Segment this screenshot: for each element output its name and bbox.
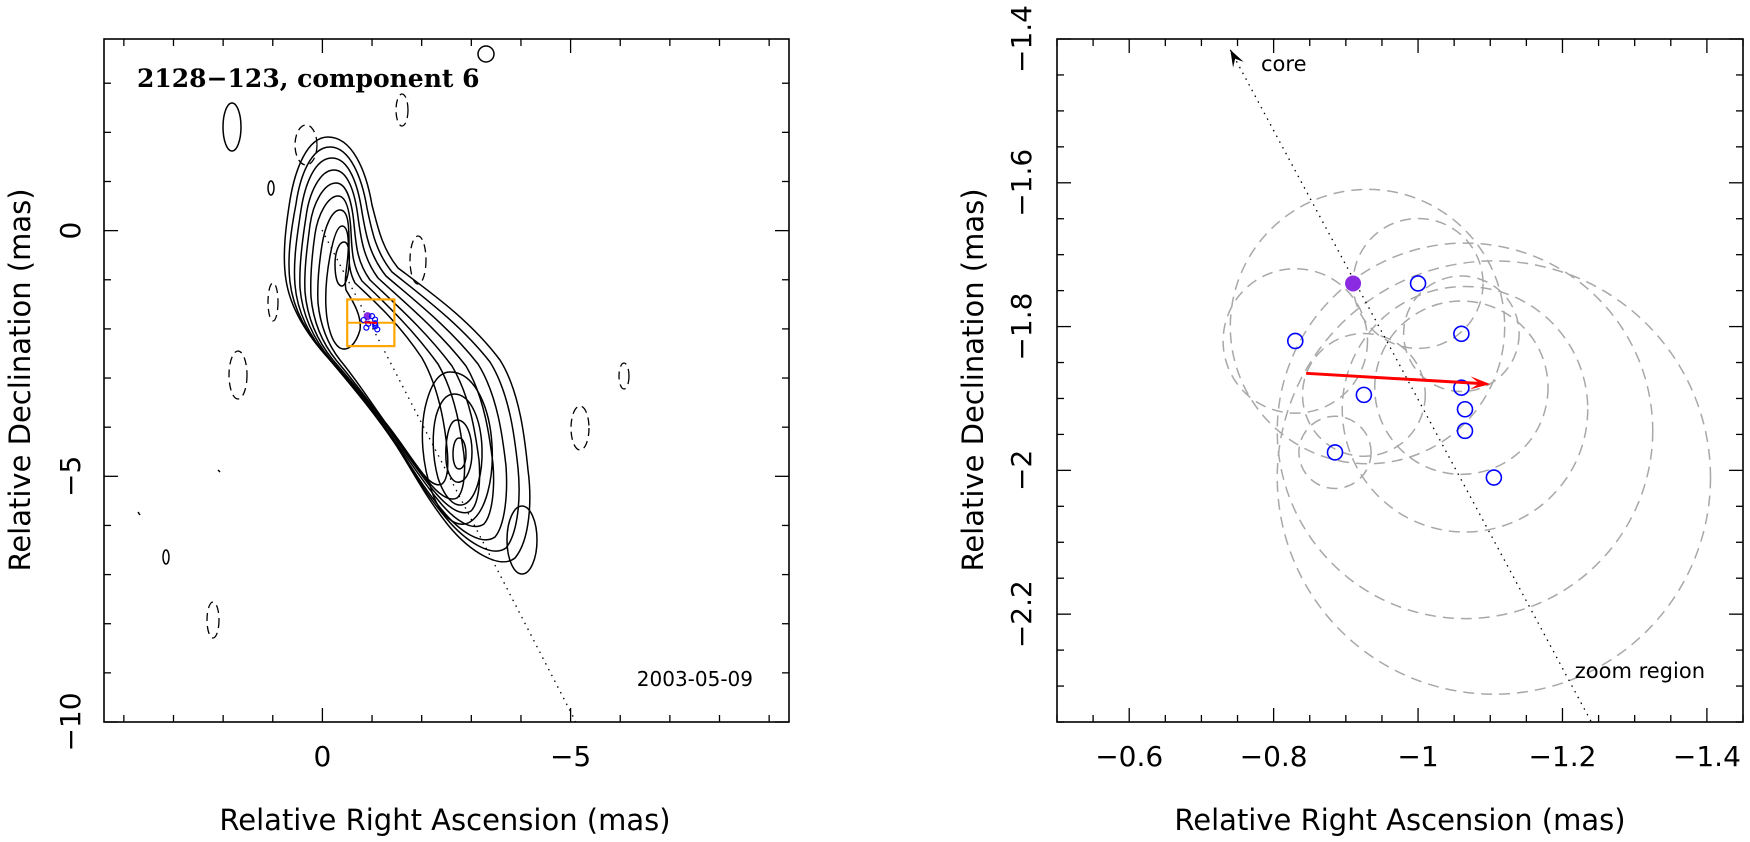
epoch-date-label: 2003-05-09 [637, 667, 753, 691]
contour-blob-1 [222, 102, 242, 152]
epoch-point [1456, 400, 1474, 418]
contour-blob-4 [477, 45, 495, 63]
component-reference-marker [363, 312, 372, 321]
epoch-point [1326, 444, 1344, 461]
contour-knot-inner [445, 419, 473, 483]
core-direction-arrowhead [1230, 49, 1244, 68]
zoom-region-label: zoom region [1575, 659, 1705, 683]
right-y-tick-label: −2.2 [1005, 580, 1038, 648]
epoch-point [1409, 275, 1427, 292]
left-x-tick-label: −5 [550, 740, 591, 773]
contour-map [137, 45, 630, 722]
component-epoch-marker [360, 316, 367, 324]
right-axis-ticks [1056, 38, 1744, 723]
left-panel-contour-map: 2128−123, component 6 2003-05-09 0 −5 0 −5… [3, 38, 790, 837]
epoch-point [1355, 386, 1373, 404]
right-x-tick-labels: −0.6 −0.8 −1 −1.2 −1.4 [1095, 740, 1741, 773]
left-x-tick-label: 0 [313, 740, 331, 773]
right-y-tick-labels: −1.4 −1.6 −1.8 −2 −2.2 [1005, 5, 1038, 648]
negative-contour-2 [395, 93, 409, 127]
negative-contour-6 [570, 405, 590, 451]
right-x-tick-label: −0.8 [1240, 740, 1308, 773]
position-circle [1301, 332, 1427, 458]
right-panel-zoom: core zoom region −0.6 −0.8 −1 −1.2 −1.4 −1.4… [956, 5, 1744, 837]
core-label: core [1261, 52, 1307, 76]
right-y-tick-label: −1.6 [1005, 149, 1038, 217]
right-plot-frame [1056, 38, 1744, 723]
contour-level-1 [283, 136, 531, 563]
position-circle [1373, 300, 1549, 476]
left-panel-title: 2128−123, component 6 [137, 64, 480, 93]
right-y-tick-label: −1.8 [1005, 293, 1038, 361]
epoch-point [1456, 422, 1474, 440]
left-plot-frame [103, 38, 790, 723]
zoom-plot-area [1222, 49, 1712, 722]
negative-contour-3 [409, 235, 427, 285]
contour-blob-2 [506, 505, 538, 575]
right-x-axis-label: Relative Right Ascension (mas) [1174, 803, 1625, 837]
contour-blob-7 [267, 180, 275, 196]
contour-level-2 [288, 146, 520, 552]
right-x-tick-label: −0.6 [1095, 740, 1163, 773]
position-circle [1276, 260, 1712, 695]
left-x-axis-label: Relative Right Ascension (mas) [219, 803, 670, 837]
right-y-tick-label: −2 [1005, 450, 1038, 491]
jet-axis-line-zoom [1229, 49, 1592, 722]
contour-knot-core [452, 437, 467, 470]
epoch-point [1485, 469, 1503, 486]
right-y-axis-label: Relative Declination (mas) [956, 188, 990, 571]
position-circle [1298, 415, 1372, 490]
component-markers [360, 312, 381, 333]
motion-vector [1306, 371, 1481, 386]
motion-vector-arrowhead [1469, 376, 1491, 390]
left-y-tick-label: −5 [54, 456, 87, 497]
right-y-tick-label: −1.4 [1005, 5, 1038, 73]
reference-position-point [1345, 275, 1362, 292]
epoch-point [1286, 332, 1304, 350]
contour-level-8 [325, 225, 361, 350]
left-y-tick-labels: 0 −5 −10 [54, 222, 87, 752]
epoch-point [1453, 325, 1470, 343]
component-epoch-marker [374, 326, 381, 333]
jet-axis-line [321, 229, 577, 722]
position-circle [1276, 242, 1654, 620]
right-x-tick-label: −1.4 [1673, 740, 1741, 773]
negative-contour-8 [206, 601, 220, 639]
negative-contour-5 [228, 350, 248, 400]
position-circle [1222, 267, 1369, 414]
position-circle [1402, 275, 1520, 393]
component-motion-marker [364, 321, 378, 325]
left-x-tick-labels: 0 −5 [313, 740, 591, 773]
contour-level-3 [293, 157, 508, 541]
component-epoch-marker [363, 324, 370, 331]
epoch-point [1453, 379, 1470, 396]
contour-level-5 [304, 182, 481, 514]
contour-level-9 [334, 241, 351, 287]
position-circle [1229, 188, 1506, 465]
contour-knot-outer [421, 371, 494, 525]
contour-knot-mid [432, 393, 483, 506]
position-circle [1341, 285, 1589, 533]
right-x-tick-label: −1.2 [1528, 740, 1596, 773]
left-y-axis-label: Relative Declination (mas) [3, 188, 37, 571]
epoch-points [1286, 275, 1503, 486]
component-epoch-marker [368, 313, 376, 320]
position-uncertainty-circles [1222, 188, 1712, 695]
negative-contour-7 [618, 362, 630, 390]
contour-level-7 [317, 209, 449, 486]
contour-blob-3 [162, 549, 170, 565]
negative-contour-1 [294, 124, 318, 166]
left-y-tick-label: −10 [54, 692, 87, 751]
contour-level-4 [299, 169, 495, 528]
negative-contour-4 [267, 282, 279, 322]
right-x-tick-label: −1 [1397, 740, 1438, 773]
left-y-tick-label: 0 [54, 222, 87, 240]
contour-level-6 [310, 195, 466, 500]
contour-blob-5 [217, 469, 221, 473]
contour-blob-6 [137, 511, 141, 516]
